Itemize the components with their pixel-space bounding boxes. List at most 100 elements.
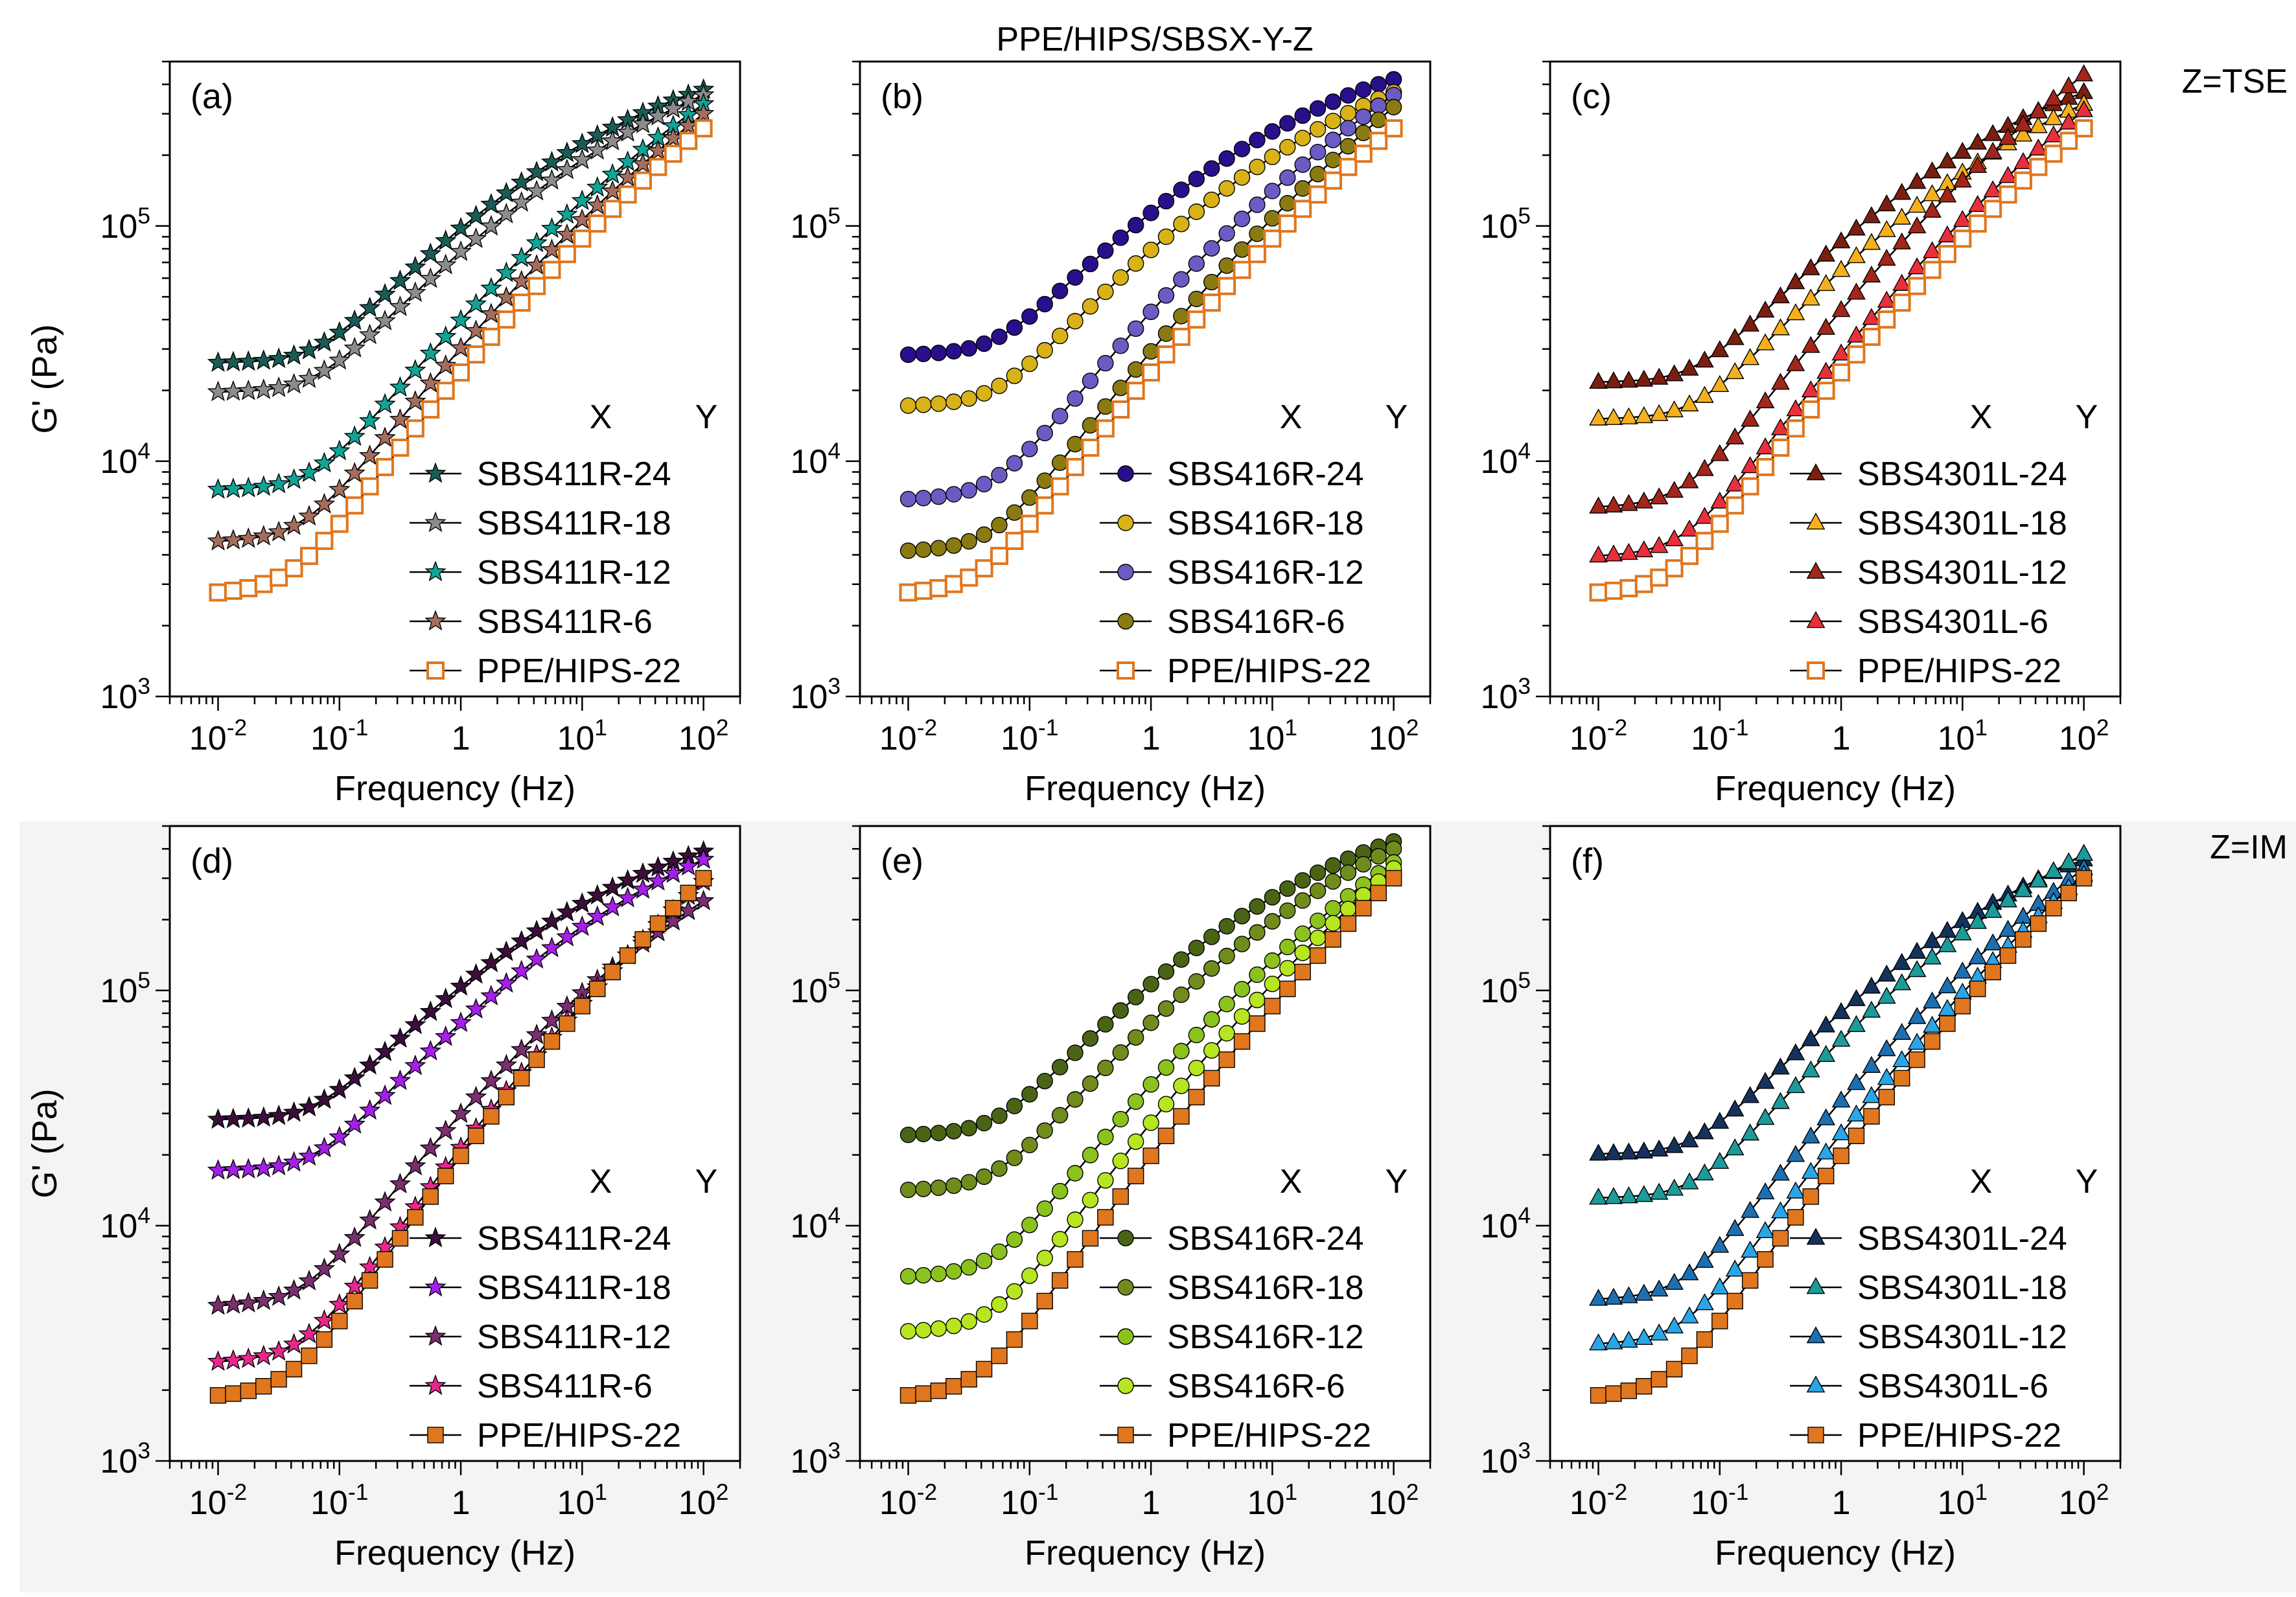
data-point xyxy=(540,217,563,238)
data-point xyxy=(1172,327,1190,346)
data-point xyxy=(1741,409,1760,427)
data-point xyxy=(1680,471,1699,488)
data-point xyxy=(313,1088,336,1109)
data-point xyxy=(1309,100,1327,117)
legend-label: SBS4301L-12 xyxy=(1857,554,2067,592)
data-point xyxy=(526,231,548,253)
data-point xyxy=(343,425,365,446)
panel-label: (d) xyxy=(191,842,233,880)
data-point xyxy=(571,915,594,936)
data-point xyxy=(1801,336,1820,353)
data-point xyxy=(1892,952,1912,971)
data-point xyxy=(945,1177,962,1194)
data-point xyxy=(421,400,440,419)
data-point xyxy=(511,959,533,981)
data-point xyxy=(404,281,426,303)
data-point xyxy=(1907,196,1927,213)
data-point xyxy=(960,390,977,407)
data-point xyxy=(1999,947,2017,964)
data-point xyxy=(255,1378,272,1395)
data-point xyxy=(1923,184,1942,201)
data-point xyxy=(2013,171,2032,190)
data-point xyxy=(1831,1029,1851,1047)
data-point xyxy=(1082,417,1099,434)
x-tick-label: 101 xyxy=(557,1480,608,1522)
data-point xyxy=(1036,1250,1053,1267)
data-point xyxy=(1294,156,1311,173)
data-point xyxy=(434,229,457,251)
data-point xyxy=(1680,1306,1699,1324)
data-point xyxy=(1619,1286,1638,1304)
data-point xyxy=(1112,1044,1129,1061)
data-point xyxy=(1634,1185,1654,1202)
legend-label: SBS4301L-18 xyxy=(1857,1269,2067,1307)
data-point xyxy=(1355,81,1372,98)
data-point xyxy=(1097,354,1114,372)
data-point xyxy=(253,1289,275,1311)
data-point xyxy=(1877,220,1896,237)
data-point xyxy=(360,477,379,496)
data-point xyxy=(1983,180,2002,198)
data-point xyxy=(1384,119,1403,138)
data-point xyxy=(268,1104,290,1125)
data-point xyxy=(1036,341,1053,359)
panel-label: (b) xyxy=(881,77,923,116)
data-point xyxy=(1036,1293,1053,1310)
data-point xyxy=(283,373,305,394)
data-point xyxy=(571,132,594,154)
data-point xyxy=(542,260,561,279)
x-tick-label: 10-1 xyxy=(1001,1480,1058,1522)
data-point xyxy=(1051,408,1069,424)
data-point xyxy=(1786,1181,1805,1199)
data-point xyxy=(1908,277,1927,295)
data-point xyxy=(1188,1088,1205,1106)
data-point xyxy=(343,309,365,330)
data-point xyxy=(1786,1145,1805,1162)
data-point xyxy=(512,293,531,312)
data-point xyxy=(1649,1139,1669,1157)
x-tick-label: 102 xyxy=(2059,1480,2109,1522)
data-point xyxy=(1127,320,1144,337)
data-point xyxy=(991,1243,1008,1260)
data-point xyxy=(1695,385,1714,403)
data-point xyxy=(1067,269,1084,286)
data-point xyxy=(298,505,320,526)
series-sbs411r-18 xyxy=(207,848,715,1180)
data-point xyxy=(437,1167,454,1184)
data-point xyxy=(1923,947,1942,965)
data-point xyxy=(1725,1099,1745,1117)
data-point xyxy=(1816,382,1835,400)
data-point xyxy=(603,200,622,218)
data-point xyxy=(1589,1143,1608,1161)
data-point xyxy=(1294,180,1311,197)
legend-marker xyxy=(1117,1279,1134,1296)
data-point xyxy=(1695,1122,1714,1140)
data-point xyxy=(1325,900,1341,917)
data-point xyxy=(632,113,654,133)
legend-label: SBS411R-18 xyxy=(477,1269,671,1307)
data-point xyxy=(1279,169,1296,186)
data-point xyxy=(1634,1141,1654,1159)
data-point xyxy=(1741,1241,1760,1258)
data-point xyxy=(450,336,472,358)
data-point xyxy=(407,1209,424,1226)
data-point xyxy=(1907,216,1927,234)
data-point xyxy=(1665,1272,1684,1290)
data-point xyxy=(1786,354,1805,371)
data-point xyxy=(1786,399,1805,417)
data-point xyxy=(1923,200,1942,218)
legend: X Y SBS411R-24 SBS411R-18 SBS411R-12 SBS411R-… xyxy=(410,1163,717,1454)
data-point xyxy=(1247,245,1266,264)
data-point xyxy=(2059,852,2078,869)
data-point xyxy=(498,1088,515,1106)
data-point xyxy=(1695,350,1714,368)
data-point xyxy=(345,496,364,515)
data-point xyxy=(930,1265,947,1282)
y-tick-label: 104 xyxy=(790,439,841,481)
data-point xyxy=(1157,1059,1175,1076)
data-point xyxy=(1082,255,1099,273)
data-point xyxy=(1264,975,1281,993)
data-point xyxy=(1665,1136,1684,1153)
data-point xyxy=(1604,581,1623,600)
